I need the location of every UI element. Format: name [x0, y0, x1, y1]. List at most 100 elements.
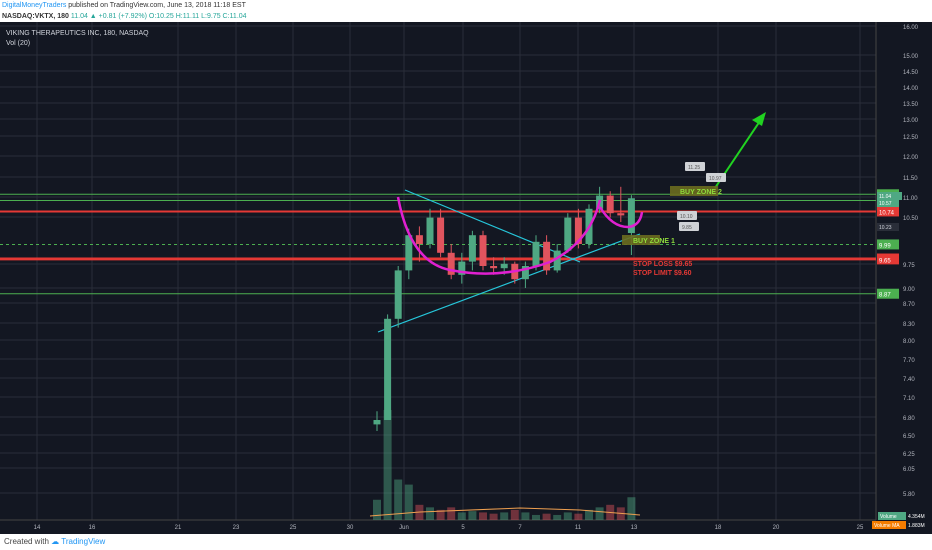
volume-ma-tag-label: Volume MA: [874, 523, 900, 529]
y-tick-label: 8.70: [903, 302, 915, 308]
published-text: published on TradingView.com, June 13, 2…: [66, 2, 246, 9]
price-callout-label: 9.85: [682, 225, 692, 231]
volume-bar: [436, 509, 445, 520]
volume-bar: [394, 479, 403, 520]
buy-zone-1-label: BUY ZONE 1: [633, 238, 675, 245]
volume-bar: [383, 410, 392, 520]
y-tick-label: 8.00: [903, 339, 915, 345]
x-tick-label: 5: [461, 525, 465, 531]
target-arrow-head: [752, 112, 766, 126]
price-callout-box: [679, 222, 699, 231]
price-level-tag: [877, 239, 899, 250]
volume-value-label: 4.354M: [908, 514, 925, 520]
volume-bar: [447, 507, 456, 520]
y-tick-label: 12.00: [903, 155, 919, 161]
created-with-text: Created with: [4, 537, 49, 546]
y-tick-label: 12.50: [903, 135, 919, 141]
chart-background: [0, 22, 932, 534]
chart-legend-title: VIKING THERAPEUTICS INC, 180, NASDAQ: [6, 30, 149, 37]
volume-bar: [553, 514, 562, 520]
price-level-label: 9.65: [879, 258, 891, 264]
volume-bar: [479, 512, 487, 520]
candle-body: [543, 241, 551, 271]
volume-bar: [426, 507, 434, 520]
volume-legend-label: Vol (20): [6, 40, 30, 47]
volume-bar: [542, 513, 551, 520]
volume-bar: [521, 512, 530, 520]
candle-body: [468, 235, 476, 262]
y-tick-label: 6.50: [903, 434, 915, 440]
x-tick-label: 16: [89, 525, 96, 531]
volume-ma-value-label: 1.883M: [908, 523, 925, 529]
volume-bar: [373, 499, 381, 520]
y-tick-label: 6.25: [903, 452, 915, 458]
price-tag-label: 10.57: [879, 201, 892, 207]
x-tick-label: 23: [233, 525, 240, 531]
trendline-lower: [377, 233, 641, 333]
volume-bar: [532, 514, 540, 520]
chart-footer: Created with ☁ TradingView: [0, 534, 932, 550]
price-callout-box: [685, 162, 705, 171]
y-tick-label: 15.00: [903, 54, 919, 60]
candle-body: [574, 217, 582, 244]
price-level-tag: [877, 288, 899, 299]
price-level-label: 8.87: [879, 293, 891, 299]
y-tick-label: 7.70: [903, 358, 915, 364]
x-tick-label: 14: [34, 525, 41, 531]
volume-bar: [574, 513, 583, 520]
candle-body: [415, 235, 423, 244]
x-tick-label: 18: [715, 525, 722, 531]
y-tick-label: 9.75: [903, 263, 915, 269]
candle-body: [617, 213, 625, 216]
price-level-label: 10.74: [879, 210, 895, 216]
trendline-upper: [404, 189, 581, 263]
chart-header: DigitalMoneyTraders published on Trading…: [0, 0, 932, 22]
x-tick-label: 30: [347, 525, 354, 531]
candle-body: [627, 198, 635, 233]
volume-bar: [510, 509, 519, 520]
symbol-label: NASDAQ:VKTX, 180: [2, 13, 69, 20]
candle-body: [532, 241, 540, 266]
candle-body: [500, 263, 508, 269]
handle-curve: [598, 206, 644, 229]
volume-ma-line: [369, 507, 641, 517]
x-tick-label: 20: [773, 525, 780, 531]
buy-zone-2-box: [670, 186, 718, 196]
candle-body: [437, 217, 445, 253]
y-tick-label: 6.80: [903, 416, 915, 422]
volume-bar: [585, 509, 593, 520]
stop-loss-label: STOP LOSS $9.65: [633, 261, 692, 268]
volume-bar: [500, 512, 509, 520]
price-callout-label: 11.25: [688, 165, 700, 171]
tradingview-link[interactable]: TradingView: [61, 537, 106, 546]
y-tick-label: 13.00: [903, 118, 919, 124]
volume-bar: [595, 507, 604, 520]
volume-bar: [468, 511, 477, 520]
x-tick-label: 25: [857, 525, 864, 531]
candle-body: [479, 235, 487, 266]
author-link[interactable]: DigitalMoneyTraders: [2, 2, 67, 9]
y-tick-label: 13.50: [903, 102, 919, 108]
price-chart[interactable]: 16.00 15.00 14.50 14.00 13.50 13.00 12.50 12.00…: [0, 22, 932, 534]
price-tag-label: 10.23: [879, 225, 892, 231]
volume-bar: [489, 513, 498, 520]
candle-body: [606, 195, 614, 214]
candle-body: [564, 217, 572, 251]
price-level-label: 9.99: [879, 243, 891, 249]
volume-tag: [878, 512, 906, 520]
volume-bar: [457, 512, 466, 520]
y-tick-label: 7.40: [903, 377, 915, 383]
x-tick-label: 21: [175, 525, 182, 531]
volume-bar: [404, 484, 413, 520]
candle-body: [405, 235, 413, 271]
y-tick-label: 11.50: [903, 176, 918, 182]
candle-body: [426, 217, 434, 244]
candle-body: [553, 250, 561, 271]
y-tick-label: 14.50: [903, 70, 919, 76]
buy-zone-2-label: BUY ZONE 2: [680, 189, 722, 196]
price-callout-box: [706, 173, 726, 182]
x-tick-label: 11: [575, 525, 582, 531]
x-tick-label: Jun: [399, 525, 409, 531]
y-tick-label: 14.00: [903, 86, 919, 92]
price-level-tag: [877, 206, 899, 217]
